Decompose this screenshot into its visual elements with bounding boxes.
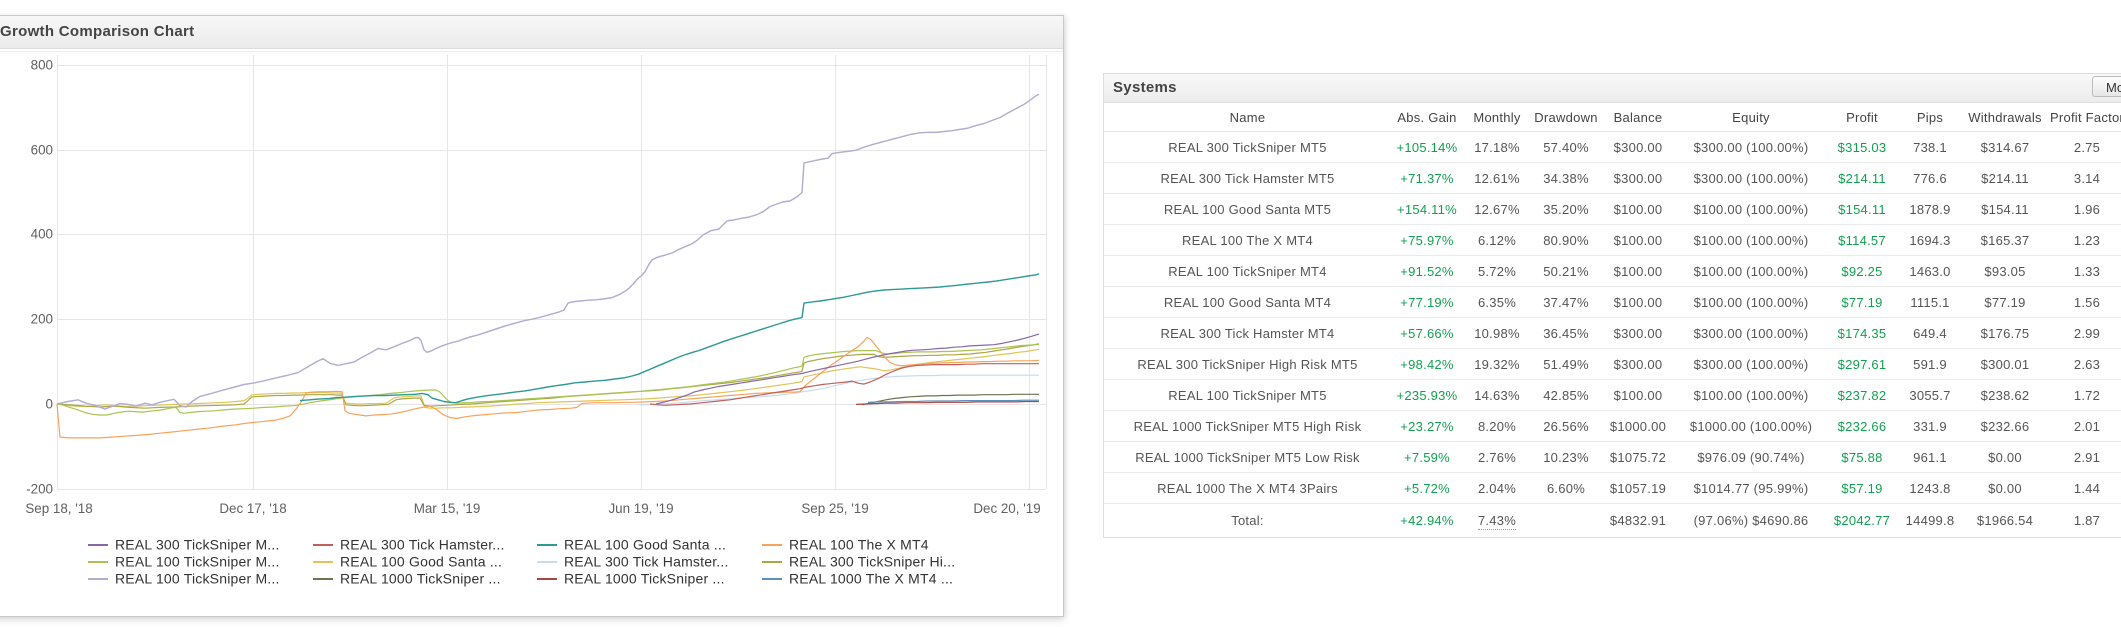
svg-text:Dec 20, '19: Dec 20, '19 (973, 501, 1040, 516)
svg-text:REAL 1000 TickSniper ...: REAL 1000 TickSniper ... (564, 571, 725, 587)
svg-text:REAL 100 TickSniper M...: REAL 100 TickSniper M... (115, 571, 280, 587)
svg-text:REAL 300 TickSniper M...: REAL 300 TickSniper M... (115, 537, 280, 553)
svg-text:REAL 1000 TickSniper ...: REAL 1000 TickSniper ... (340, 571, 501, 587)
svg-text:REAL 300 TickSniper Hi...: REAL 300 TickSniper Hi... (789, 554, 955, 570)
svg-text:Sep 18, '18: Sep 18, '18 (25, 501, 92, 516)
svg-text:-200: -200 (26, 482, 53, 497)
svg-text:Jun 19, '19: Jun 19, '19 (608, 501, 673, 516)
svg-text:600: 600 (31, 143, 53, 158)
svg-text:200: 200 (31, 312, 53, 327)
svg-text:REAL 300 Tick Hamster...: REAL 300 Tick Hamster... (340, 537, 505, 553)
svg-text:REAL 100 Good Santa ...: REAL 100 Good Santa ... (340, 554, 502, 570)
svg-text:REAL 1000 The X MT4 ...: REAL 1000 The X MT4 ... (789, 571, 953, 587)
svg-text:Sep 25, '19: Sep 25, '19 (801, 501, 868, 516)
svg-text:REAL 100 TickSniper M...: REAL 100 TickSniper M... (115, 554, 280, 570)
svg-text:REAL 100 Good Santa ...: REAL 100 Good Santa ... (564, 537, 726, 553)
svg-text:Mar 15, '19: Mar 15, '19 (414, 501, 481, 516)
svg-text:800: 800 (31, 58, 53, 73)
svg-text:400: 400 (31, 227, 53, 242)
svg-text:REAL 300 Tick Hamster...: REAL 300 Tick Hamster... (564, 554, 729, 570)
svg-text:REAL 100 The X MT4: REAL 100 The X MT4 (789, 537, 929, 553)
svg-text:Dec 17, '18: Dec 17, '18 (219, 501, 286, 516)
svg-text:0: 0 (46, 397, 53, 412)
